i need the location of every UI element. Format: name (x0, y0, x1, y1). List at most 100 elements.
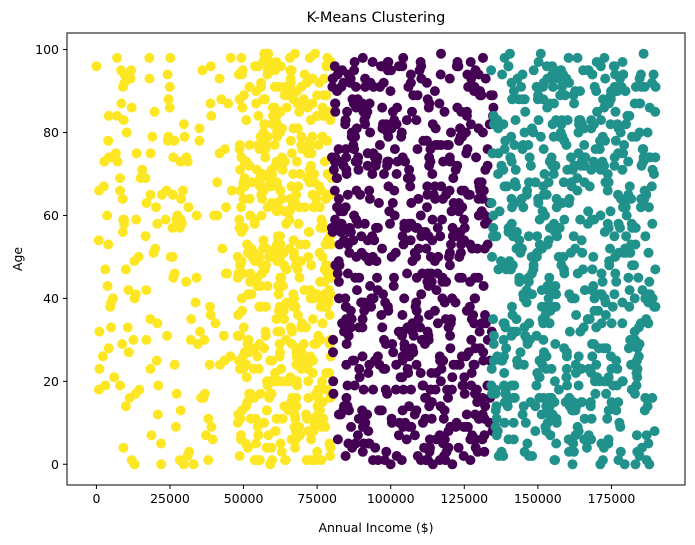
data-point (421, 243, 432, 254)
data-point (497, 69, 508, 80)
data-point (382, 160, 392, 171)
data-point (555, 90, 566, 101)
data-point (232, 272, 243, 283)
data-point (424, 160, 435, 171)
data-point (264, 392, 275, 403)
data-point (110, 148, 121, 159)
data-point (439, 434, 450, 445)
data-point (314, 181, 325, 192)
data-point (610, 69, 621, 80)
y-tick-label: 0 (51, 457, 59, 472)
data-point (564, 326, 575, 337)
data-point (623, 189, 634, 200)
data-point (203, 413, 214, 424)
data-point (131, 214, 142, 225)
data-point (447, 293, 458, 304)
data-point (490, 421, 501, 432)
data-point (640, 231, 651, 242)
data-point (397, 152, 408, 163)
data-point (103, 239, 114, 250)
data-point (160, 214, 171, 225)
data-point (181, 276, 192, 287)
data-point (353, 164, 364, 175)
data-point (647, 77, 657, 88)
data-point (436, 363, 447, 374)
data-point (562, 380, 573, 391)
data-point (391, 359, 402, 370)
chart-title: K-Means Clustering (307, 10, 446, 26)
data-point (294, 106, 305, 117)
data-point (153, 380, 164, 391)
data-point (303, 148, 314, 159)
data-point (453, 61, 464, 72)
data-point (609, 289, 620, 300)
data-point (328, 164, 339, 175)
data-point (328, 334, 339, 345)
data-point (131, 148, 142, 159)
data-point (473, 177, 484, 188)
data-point (398, 326, 408, 337)
data-point (609, 61, 620, 72)
data-point (553, 384, 564, 395)
data-point (225, 52, 236, 63)
data-point (152, 318, 163, 329)
data-point (276, 363, 287, 374)
data-point (570, 160, 580, 171)
data-point (422, 202, 432, 213)
data-point (533, 57, 544, 67)
data-point (222, 268, 232, 279)
data-point (604, 98, 614, 109)
data-point (236, 52, 247, 63)
data-point (298, 94, 309, 105)
y-axis-label: Age (10, 247, 25, 271)
data-point (610, 268, 621, 279)
data-point (591, 359, 602, 370)
data-point (576, 235, 587, 246)
data-point (404, 164, 415, 175)
data-point (94, 363, 105, 374)
data-point (509, 198, 520, 208)
data-point (635, 202, 646, 213)
data-point (288, 235, 299, 246)
data-point (548, 81, 558, 92)
data-point (609, 160, 620, 171)
data-point (470, 442, 481, 453)
data-point (498, 334, 509, 345)
data-point (406, 384, 416, 395)
data-point (404, 218, 415, 229)
data-point (478, 281, 489, 291)
data-point (278, 301, 289, 312)
data-point (600, 297, 611, 308)
x-tick-label: 50000 (224, 491, 264, 506)
data-point (588, 281, 599, 291)
data-point (234, 214, 245, 225)
data-point (348, 235, 359, 246)
data-point (411, 359, 422, 370)
data-point (478, 347, 489, 358)
data-point (340, 144, 351, 155)
data-point (328, 347, 338, 358)
data-point (633, 272, 644, 283)
data-point (569, 293, 580, 304)
data-point (292, 123, 303, 134)
data-point (431, 285, 442, 296)
data-point (515, 247, 526, 258)
data-point (579, 285, 590, 296)
data-point (118, 442, 129, 453)
data-point (334, 293, 344, 304)
data-point (427, 214, 438, 225)
data-point (156, 459, 167, 470)
data-point (349, 144, 360, 155)
data-point (398, 384, 409, 395)
data-point (255, 301, 266, 312)
data-point (531, 251, 542, 262)
data-point (343, 438, 354, 449)
data-point (91, 61, 102, 72)
data-point (466, 368, 477, 378)
x-tick-label: 125000 (440, 491, 488, 506)
data-point (233, 310, 244, 320)
data-point (279, 206, 290, 217)
data-point (427, 235, 438, 246)
data-point (479, 446, 490, 457)
data-point (367, 169, 378, 179)
